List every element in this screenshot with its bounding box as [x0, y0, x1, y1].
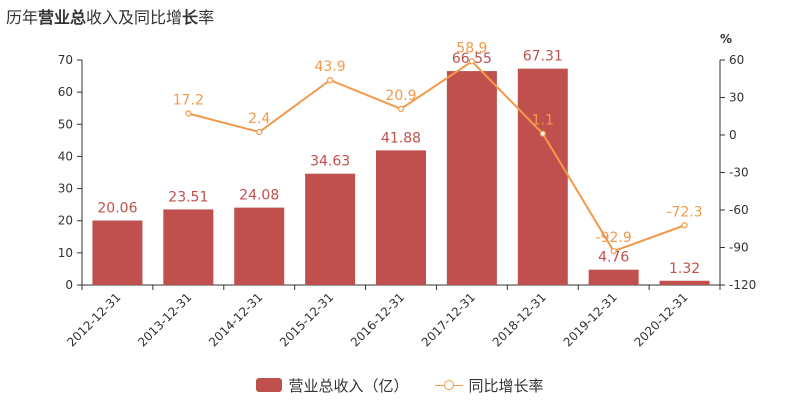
chart-title-part: 营业总: [38, 8, 87, 27]
growth-value-label: 17.2: [173, 93, 204, 109]
y-right-tick-label: -60: [729, 203, 749, 217]
bar: [659, 280, 710, 285]
y-left-tick-label: 60: [58, 85, 73, 99]
legend-item-revenue[interactable]: 营业总收入（亿）: [256, 375, 409, 396]
y-left-tick-label: 40: [58, 149, 73, 163]
growth-value-label: -72.3: [666, 204, 702, 220]
bar-value-label: 34.63: [310, 154, 350, 170]
growth-point: [468, 58, 475, 65]
growth-point: [397, 105, 405, 112]
y-right-tick-label: -90: [729, 241, 749, 255]
x-tick-label: 2013-12-31: [135, 290, 194, 349]
bar: [305, 173, 356, 285]
bar: [234, 207, 285, 285]
y-left-tick-label: 0: [65, 278, 73, 292]
legend-item-growth[interactable]: 同比增长率: [434, 375, 544, 396]
y-left-tick-label: 10: [58, 246, 73, 260]
x-tick-label: 2014-12-31: [206, 290, 265, 349]
growth-value-label: 20.9: [385, 88, 416, 104]
y-left-tick-label: 70: [58, 53, 73, 67]
bar-value-label: 67.31: [523, 49, 563, 65]
chart-title-part: 率: [198, 8, 215, 27]
chart-title-part: 历年: [6, 8, 39, 27]
growth-point: [327, 77, 334, 84]
x-tick-label: 2016-12-31: [348, 290, 407, 349]
bar-value-label: 4.76: [598, 250, 629, 266]
growth-point: [539, 130, 546, 137]
growth-point: [256, 128, 263, 136]
bar: [163, 209, 214, 285]
x-tick-label: 2019-12-31: [561, 290, 620, 349]
legend-swatch-bar-icon: [256, 378, 283, 392]
legend-swatch-line-icon: [434, 378, 463, 392]
bar: [376, 150, 426, 285]
x-tick-label: 2015-12-31: [277, 290, 336, 349]
growth-value-label: 58.9: [456, 40, 487, 56]
bar: [517, 68, 568, 286]
bar-value-label: 24.08: [239, 188, 279, 204]
y-left-tick-label: 50: [58, 117, 73, 131]
growth-line: [188, 60, 685, 253]
y-right-unit-label: %: [720, 32, 732, 46]
y-right-tick-label: -120: [729, 278, 756, 292]
y-left-tick-label: 20: [58, 214, 73, 228]
chart-title-part: 长: [182, 8, 199, 27]
bar-value-label: 20.06: [97, 201, 137, 217]
bar-value-label: 41.88: [381, 130, 421, 146]
y-right-tick-label: 60: [729, 53, 744, 67]
y-right-tick-label: 0: [729, 128, 737, 142]
growth-value-label: 1.1: [532, 113, 554, 129]
growth-value-label: 43.9: [315, 59, 346, 75]
legend-label-revenue: 营业总收入（亿）: [288, 376, 409, 395]
bar: [446, 71, 497, 285]
legend-label-growth: 同比增长率: [468, 376, 544, 395]
growth-point: [610, 248, 617, 255]
y-left-tick-label: 30: [58, 182, 73, 196]
chart-title: 历年营业总收入及同比增长率: [6, 4, 214, 28]
x-tick-label: 2017-12-31: [419, 290, 478, 349]
bar: [92, 220, 143, 285]
legend: 营业总收入（亿） 同比增长率: [0, 374, 800, 396]
y-right-tick-label: -30: [729, 166, 749, 180]
x-tick-label: 2018-12-31: [490, 290, 549, 349]
y-right-tick-label: 30: [729, 91, 744, 105]
x-tick-label: 2012-12-31: [64, 290, 123, 349]
bar: [588, 269, 639, 285]
x-tick-label: 2020-12-31: [631, 290, 690, 349]
bar-value-label: 23.51: [168, 189, 208, 205]
growth-point: [185, 110, 192, 117]
growth-point: [681, 222, 688, 229]
bar-value-label: 1.32: [669, 261, 700, 277]
chart-title-part: 收入及同比增: [86, 8, 183, 27]
growth-value-label: -92.9: [596, 230, 632, 246]
growth-value-label: 2.4: [248, 111, 270, 127]
